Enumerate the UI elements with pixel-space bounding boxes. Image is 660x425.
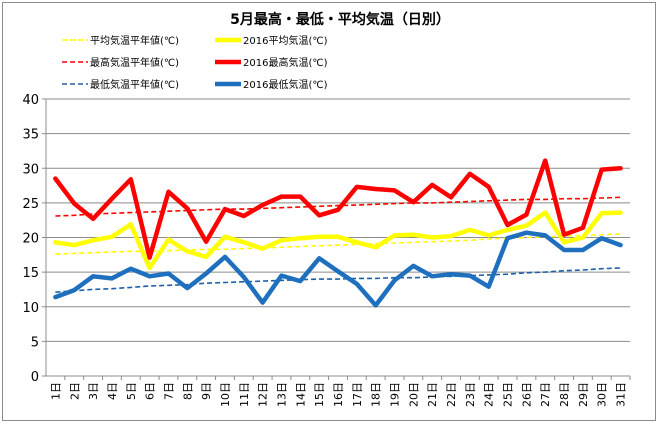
- x-tick-label: 13日: [275, 382, 288, 407]
- x-tick-label: 6日: [144, 382, 157, 400]
- series-line-4: [55, 267, 621, 293]
- x-tick-label: 5日: [125, 382, 138, 400]
- series-line-1: [53, 210, 623, 271]
- x-tick-label: 28日: [558, 382, 571, 407]
- x-tick-label: 12日: [257, 382, 270, 407]
- y-tick-label: 30: [22, 162, 39, 177]
- x-tick-label: 30日: [596, 382, 609, 407]
- x-tick-label: 31日: [615, 382, 628, 407]
- x-axis: 1日 2日 3日 4日 5日 6日 7日 8日 9日 10日 11日 12日 13日 14日 15日 16日 1…: [49, 376, 631, 407]
- x-tick-label: 15日: [313, 382, 326, 407]
- x-tick-label: 29日: [577, 382, 590, 407]
- x-tick-label: 26日: [520, 382, 533, 407]
- x-tick-label: 20日: [407, 382, 420, 407]
- legend-label: 2016最高気温(℃): [243, 56, 328, 69]
- legend-label: 最低気温平年値(℃): [90, 78, 179, 91]
- series-line-2: [55, 196, 621, 217]
- x-tick-label: 9日: [200, 382, 213, 400]
- legend-label: 最高気温平年値(℃): [90, 56, 179, 69]
- legend-label: 2016最低気温(℃): [243, 78, 328, 91]
- x-tick-label: 3日: [87, 382, 100, 400]
- x-tick-label: 4日: [106, 382, 119, 400]
- series-lines: [53, 158, 623, 308]
- legend-label: 2016平均気温(℃): [243, 34, 328, 47]
- x-tick-label: 11日: [238, 382, 251, 407]
- x-tick-label: 2日: [68, 382, 81, 400]
- x-tick-label: 22日: [445, 382, 458, 407]
- y-tick-label: 5: [31, 335, 39, 350]
- series-line-0: [55, 233, 621, 255]
- legend-label: 平均気温平年値(℃): [90, 34, 179, 47]
- x-tick-label: 1日: [49, 382, 62, 400]
- x-tick-label: 7日: [162, 382, 175, 400]
- y-tick-label: 25: [22, 197, 39, 212]
- x-tick-label: 19日: [389, 382, 402, 407]
- legend: 平均気温平年値(℃) 2016平均気温(℃) 最高気温平年値(℃) 2016最高気温(…: [62, 34, 328, 91]
- y-tick-label: 15: [22, 266, 39, 281]
- x-tick-label: 25日: [502, 382, 515, 407]
- x-tick-label: 8日: [181, 382, 194, 400]
- x-tick-label: 23日: [464, 382, 477, 407]
- y-tick-label: 40: [22, 93, 39, 108]
- y-tick-label: 20: [22, 232, 39, 247]
- x-tick-label: 21日: [426, 382, 439, 407]
- series-line-3: [53, 158, 623, 260]
- x-tick-label: 10日: [219, 382, 232, 407]
- x-tick-label: 27日: [539, 382, 552, 407]
- y-tick-label: 0: [31, 370, 39, 385]
- x-tick-label: 18日: [370, 382, 383, 407]
- y-tick-label: 10: [22, 301, 39, 316]
- x-tick-label: 24日: [483, 382, 496, 407]
- x-tick-label: 17日: [351, 382, 364, 407]
- y-tick-label: 35: [22, 128, 39, 143]
- series-line-5: [53, 230, 623, 308]
- x-tick-label: 16日: [332, 382, 345, 407]
- x-tick-label: 14日: [294, 382, 307, 407]
- chart-title: 5月最高・最低・平均気温（日別）: [230, 11, 450, 28]
- y-axis: 0 5 10 15 20 25 30 35 40: [22, 93, 46, 385]
